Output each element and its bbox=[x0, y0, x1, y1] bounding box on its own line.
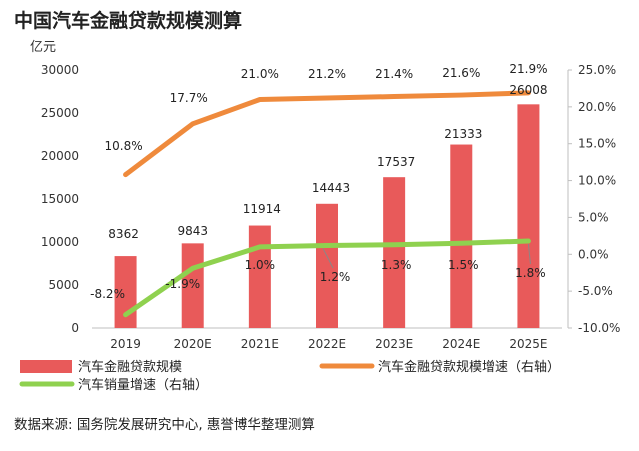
bar-value-label: 14443 bbox=[312, 181, 350, 195]
y-right-tick-label: 15.0% bbox=[578, 137, 616, 151]
bar-value-label: 26008 bbox=[509, 83, 547, 97]
legend: 汽车金融贷款规模 汽车金融贷款规模增速（右轴） 汽车销量增速（右轴） bbox=[19, 359, 560, 393]
y-left-tick-label: 30000 bbox=[41, 63, 79, 77]
sales-growth-label: 1.0% bbox=[245, 258, 276, 272]
sales-growth-line bbox=[123, 238, 531, 318]
y-right-tick-label: 0.0% bbox=[578, 247, 609, 261]
sales-growth-label: -1.9% bbox=[165, 277, 200, 291]
sales-growth-label: 1.2% bbox=[320, 270, 351, 284]
sales-growth-label: -8.2% bbox=[90, 287, 125, 301]
loan-growth-label: 21.6% bbox=[442, 66, 480, 80]
x-tick-label: 2020E bbox=[174, 337, 212, 351]
bar-value-label: 17537 bbox=[377, 155, 415, 169]
axes: 0 5000 10000 15000 20000 25000 30000 -10.0% -5.0… bbox=[41, 63, 621, 351]
data-labels: 8362 9843 11914 14443 17537 21333 26008 10.8% 17… bbox=[90, 62, 547, 301]
loan-growth-label: 21.4% bbox=[375, 67, 413, 81]
x-tick-label: 2022E bbox=[308, 337, 346, 351]
bar-value-label: 8362 bbox=[108, 227, 139, 241]
loan-growth-label: 21.0% bbox=[241, 67, 279, 81]
sales-growth-label: 1.5% bbox=[448, 258, 479, 272]
bar bbox=[383, 177, 406, 328]
bar bbox=[450, 144, 473, 328]
y-left-tick-label: 5000 bbox=[48, 278, 79, 292]
label-leader-line bbox=[322, 248, 334, 269]
y-left-tick-label: 15000 bbox=[41, 192, 79, 206]
loan-growth-line bbox=[123, 90, 531, 178]
bar bbox=[517, 104, 540, 328]
x-tick-label: 2019 bbox=[110, 337, 141, 351]
legend-swatch-loans bbox=[20, 360, 72, 373]
loan-growth-label: 21.9% bbox=[509, 62, 547, 76]
x-tick-label: 2021E bbox=[241, 337, 279, 351]
sales-growth-label: 1.3% bbox=[381, 258, 412, 272]
x-tick-label: 2023E bbox=[375, 337, 413, 351]
y-right-tick-label: 20.0% bbox=[578, 100, 616, 114]
y-right-tick-label: -10.0% bbox=[578, 321, 620, 335]
bars bbox=[114, 104, 540, 328]
y-left-tick-label: 25000 bbox=[41, 106, 79, 120]
legend-label-loans: 汽车金融贷款规模 bbox=[78, 359, 182, 375]
label-leader-line bbox=[527, 243, 531, 265]
loan-growth-label: 10.8% bbox=[105, 139, 143, 153]
x-tick-label: 2024E bbox=[442, 337, 480, 351]
y-right-tick-label: 10.0% bbox=[578, 174, 616, 188]
y-left-tick-label: 10000 bbox=[41, 235, 79, 249]
lines bbox=[123, 90, 531, 318]
source-note: 数据来源: 国务院发展研究中心, 惠誉博华整理测算 bbox=[14, 417, 315, 433]
y-right-tick-label: 5.0% bbox=[578, 210, 609, 224]
y-right-tick-label: -5.0% bbox=[578, 284, 613, 298]
sales-growth-label: 1.8% bbox=[515, 266, 546, 280]
bar-value-label: 11914 bbox=[243, 202, 281, 216]
y-left-tick-label: 0 bbox=[71, 321, 79, 335]
y-left-tick-label: 20000 bbox=[41, 149, 79, 163]
legend-label-sales-growth: 汽车销量增速（右轴） bbox=[78, 377, 208, 393]
loan-growth-label: 21.2% bbox=[308, 67, 346, 81]
legend-label-loan-growth: 汽车金融贷款规模增速（右轴） bbox=[378, 359, 560, 375]
x-tick-label: 2025E bbox=[509, 337, 547, 351]
bar bbox=[316, 203, 338, 328]
chart-title: 中国汽车金融贷款规模测算 bbox=[14, 10, 243, 32]
bar-value-label: 21333 bbox=[444, 127, 482, 141]
bar-value-label: 9843 bbox=[177, 224, 208, 238]
y-right-tick-label: 25.0% bbox=[578, 63, 616, 77]
left-axis-unit: 亿元 bbox=[30, 40, 57, 55]
bar bbox=[248, 225, 271, 328]
loan-growth-label: 17.7% bbox=[170, 91, 208, 105]
